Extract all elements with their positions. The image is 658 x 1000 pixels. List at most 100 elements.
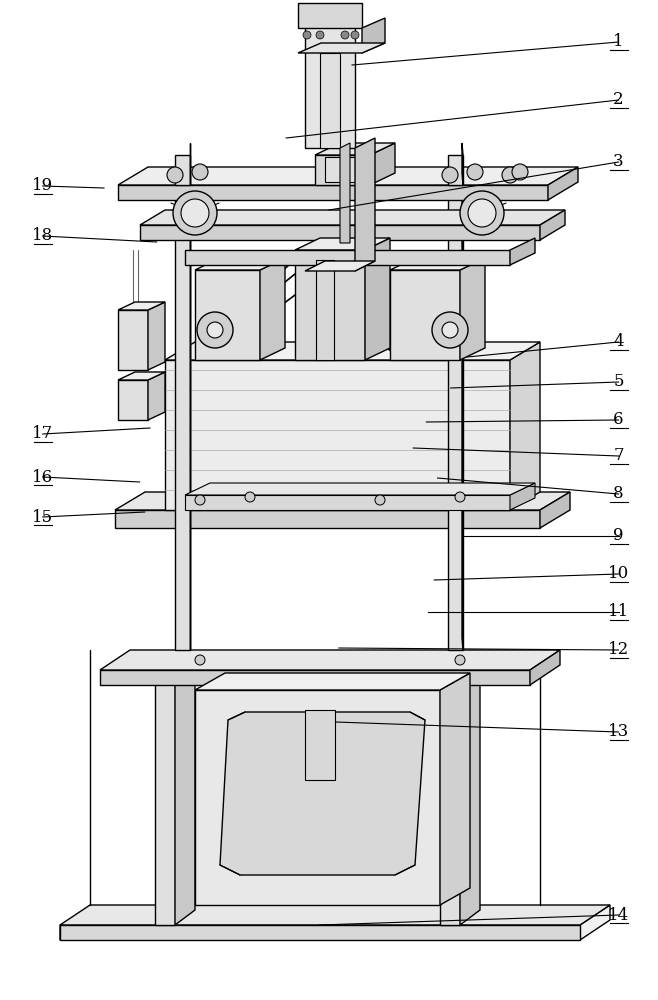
Circle shape — [351, 31, 359, 39]
Polygon shape — [175, 155, 190, 185]
Circle shape — [167, 167, 183, 183]
Polygon shape — [510, 238, 535, 265]
Polygon shape — [155, 670, 175, 925]
Text: 7: 7 — [613, 448, 624, 464]
Polygon shape — [195, 270, 260, 360]
Polygon shape — [100, 650, 560, 670]
Polygon shape — [548, 167, 578, 200]
Polygon shape — [540, 492, 570, 528]
Polygon shape — [175, 655, 195, 925]
Circle shape — [303, 31, 311, 39]
Polygon shape — [448, 185, 463, 650]
Polygon shape — [115, 492, 570, 510]
Polygon shape — [315, 155, 370, 185]
Text: 11: 11 — [608, 603, 629, 620]
Polygon shape — [462, 173, 463, 650]
Circle shape — [173, 191, 217, 235]
Polygon shape — [460, 258, 485, 360]
Polygon shape — [148, 302, 165, 370]
Polygon shape — [220, 712, 425, 875]
Circle shape — [192, 164, 208, 180]
Polygon shape — [175, 185, 190, 650]
Circle shape — [195, 655, 205, 665]
Text: 2: 2 — [613, 92, 624, 108]
Polygon shape — [100, 670, 530, 685]
Polygon shape — [510, 483, 535, 510]
Text: 9: 9 — [613, 528, 624, 544]
Polygon shape — [390, 270, 460, 360]
Polygon shape — [260, 258, 285, 360]
Circle shape — [245, 492, 255, 502]
Polygon shape — [305, 261, 375, 271]
Polygon shape — [362, 18, 385, 53]
Polygon shape — [165, 360, 510, 510]
Text: 10: 10 — [608, 566, 629, 582]
Circle shape — [207, 322, 223, 338]
Bar — [305, 25, 355, 148]
Text: 4: 4 — [613, 334, 624, 351]
Polygon shape — [148, 372, 165, 420]
Polygon shape — [185, 495, 510, 510]
Circle shape — [316, 31, 324, 39]
Text: 16: 16 — [32, 468, 53, 486]
Polygon shape — [460, 655, 480, 925]
Polygon shape — [355, 138, 375, 271]
Polygon shape — [185, 483, 535, 495]
Polygon shape — [340, 143, 350, 243]
Circle shape — [512, 164, 528, 180]
Polygon shape — [370, 143, 395, 185]
Circle shape — [341, 31, 349, 39]
Circle shape — [197, 312, 233, 348]
Polygon shape — [118, 302, 165, 310]
Text: 5: 5 — [613, 373, 624, 390]
Polygon shape — [185, 250, 510, 265]
Bar — [320, 53, 340, 148]
Polygon shape — [365, 238, 390, 360]
Polygon shape — [118, 185, 548, 200]
Polygon shape — [60, 925, 580, 940]
Polygon shape — [118, 380, 148, 420]
Circle shape — [467, 164, 483, 180]
Text: 1: 1 — [613, 33, 624, 50]
Polygon shape — [118, 310, 148, 370]
Text: 18: 18 — [32, 228, 53, 244]
Polygon shape — [118, 372, 165, 380]
Bar — [305, 710, 335, 780]
Circle shape — [468, 199, 496, 227]
Polygon shape — [115, 510, 540, 528]
Polygon shape — [195, 258, 285, 270]
Polygon shape — [540, 210, 565, 240]
Circle shape — [432, 312, 468, 348]
Polygon shape — [298, 43, 385, 53]
Circle shape — [442, 167, 458, 183]
Polygon shape — [448, 155, 463, 185]
Polygon shape — [165, 342, 540, 360]
Bar — [316, 260, 334, 360]
Circle shape — [455, 655, 465, 665]
Bar — [325, 157, 365, 182]
Polygon shape — [510, 342, 540, 510]
Polygon shape — [195, 690, 440, 905]
Text: 6: 6 — [613, 412, 624, 428]
Text: 19: 19 — [32, 178, 53, 194]
Bar — [298, 3, 362, 28]
Polygon shape — [195, 673, 470, 690]
Circle shape — [442, 322, 458, 338]
Circle shape — [375, 495, 385, 505]
Polygon shape — [440, 673, 470, 905]
Text: 14: 14 — [608, 906, 629, 924]
Circle shape — [460, 191, 504, 235]
Polygon shape — [140, 225, 540, 240]
Polygon shape — [118, 167, 578, 185]
Circle shape — [195, 495, 205, 505]
Polygon shape — [390, 258, 485, 270]
Text: 15: 15 — [32, 508, 53, 526]
Polygon shape — [462, 143, 463, 185]
Polygon shape — [60, 905, 610, 925]
Polygon shape — [530, 650, 560, 685]
Text: 3: 3 — [613, 153, 624, 170]
Polygon shape — [440, 670, 460, 925]
Text: 17: 17 — [32, 426, 53, 442]
Polygon shape — [295, 250, 365, 360]
Text: 8: 8 — [613, 486, 624, 502]
